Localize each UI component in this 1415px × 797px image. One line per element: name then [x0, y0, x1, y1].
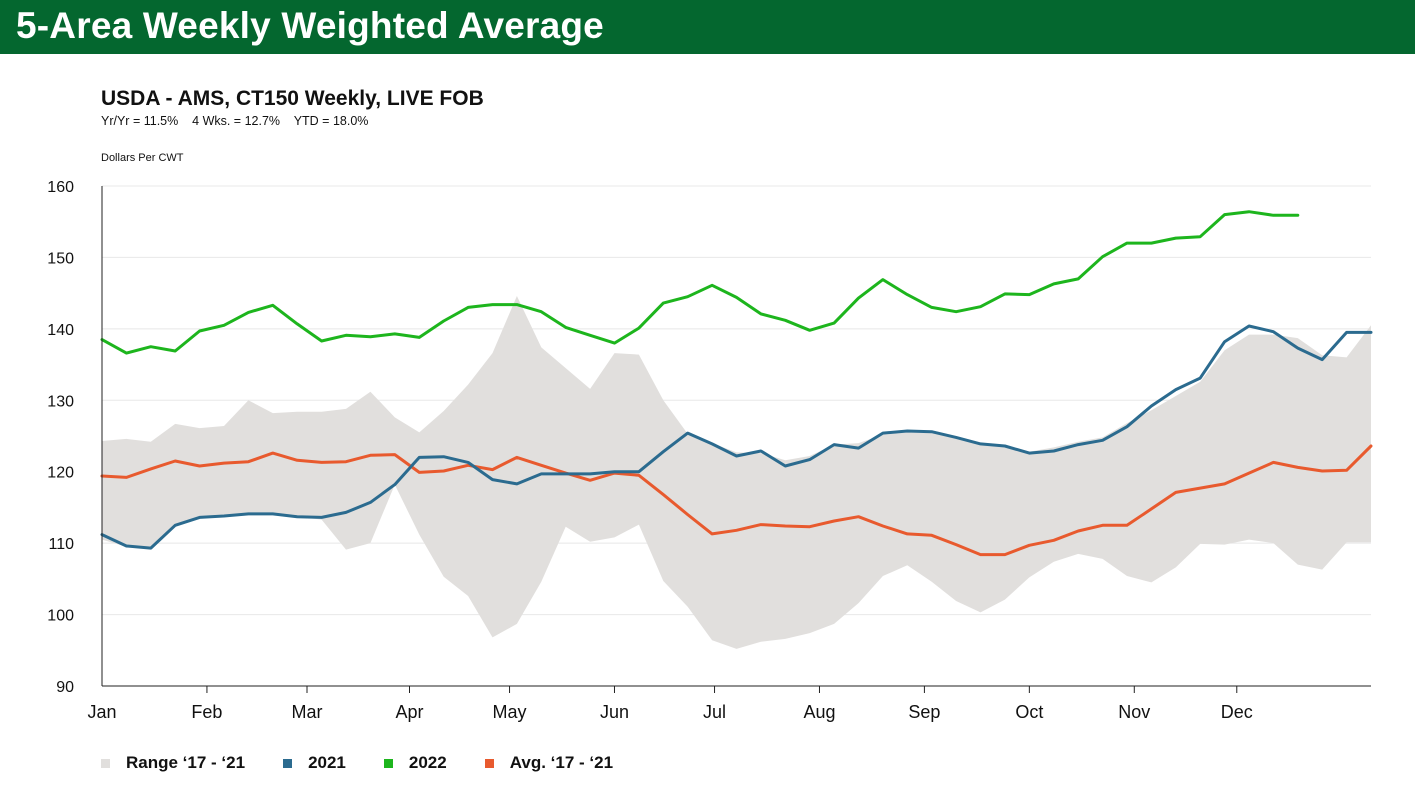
range-area [102, 296, 1371, 649]
chart-stats: Yr/Yr = 11.5% 4 Wks. = 12.7% YTD = 18.0% [101, 113, 368, 129]
series-line-2022 [100, 210, 1300, 355]
x-tick-label: Sep [908, 702, 940, 722]
x-tick-label: Nov [1118, 702, 1150, 722]
y-axis-label: Dollars Per CWT [101, 152, 184, 164]
x-tick-label: Oct [1015, 702, 1043, 722]
legend-label-average: Avg. ‘17 - ‘21 [509, 753, 614, 772]
y-tick-label: 160 [47, 179, 74, 196]
x-tick-label: Jun [600, 702, 629, 722]
y-tick-label: 150 [47, 250, 74, 267]
y-tick-label: 120 [47, 465, 74, 482]
legend-item-range: Range ‘17 - ‘21 [101, 752, 245, 774]
y-tick-label: 130 [47, 393, 74, 410]
stat-four-weeks: 4 Wks. = 12.7% [192, 114, 281, 128]
legend-swatch-2022 [383, 758, 393, 768]
legend-label-2022: 2022 [408, 753, 447, 772]
series-line-average [100, 444, 1373, 557]
legend-label-2021: 2021 [308, 753, 346, 772]
legend-item-average: Avg. ‘17 - ‘21 [484, 752, 614, 774]
x-tick-label: Jul [703, 702, 726, 722]
y-tick-label: 140 [47, 322, 74, 339]
x-tick-label: Feb [191, 702, 222, 722]
legend-item-2021: 2021 [283, 752, 346, 774]
x-tick-label: Mar [291, 702, 322, 722]
x-tick-label: Dec [1221, 702, 1253, 722]
legend-swatch-average [484, 758, 494, 768]
header-banner: 5-Area Weekly Weighted Average [0, 0, 1415, 54]
legend-label-range: Range ‘17 - ‘21 [126, 753, 246, 772]
x-tick-label: Apr [395, 702, 423, 722]
x-tick-label: May [493, 702, 527, 722]
chart-title: USDA - AMS, CT150 Weekly, LIVE FOB [101, 87, 484, 110]
x-tick-label: Jan [87, 702, 116, 722]
y-tick-label: 110 [48, 536, 74, 553]
stat-ytd: YTD = 18.0% [293, 114, 369, 128]
page-title: 5-Area Weekly Weighted Average [16, 5, 604, 46]
chart-legend: Range ‘17 - ‘21 2021 2022 Avg. ‘17 - ‘21 [101, 751, 651, 775]
legend-item-2022: 2022 [383, 752, 447, 774]
legend-swatch-range [101, 758, 110, 768]
stat-yr-yr: Yr/Yr = 11.5% [101, 114, 179, 128]
y-tick-label: 100 [47, 608, 74, 625]
x-tick-label: Aug [803, 702, 835, 722]
legend-swatch-2021 [283, 758, 293, 768]
series-line-2021 [100, 324, 1373, 550]
y-tick-label: 90 [56, 679, 74, 696]
